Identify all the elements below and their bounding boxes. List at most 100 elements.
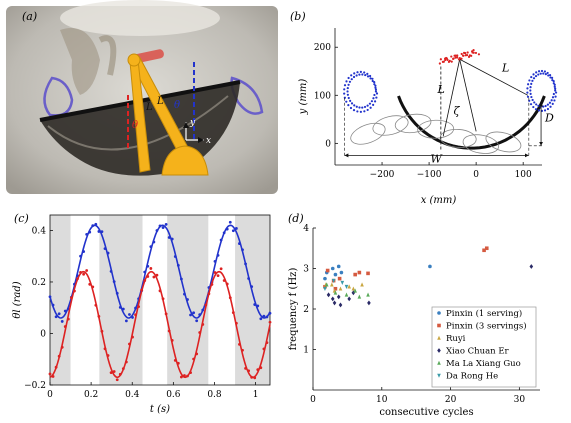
d-legend-label-2: Ruyi	[446, 334, 466, 344]
d-legend-marker-4	[437, 360, 441, 365]
b-red-point	[446, 58, 449, 61]
b-red-point	[460, 57, 463, 60]
b-right-loop-point	[554, 87, 557, 90]
d-point-4	[344, 292, 349, 297]
c-series-point-red	[134, 313, 137, 317]
c-series-point-red	[222, 279, 226, 282]
c-y-tick-label: 0.4	[32, 226, 47, 236]
c-series-point-blue	[155, 229, 159, 232]
c-series-point-blue	[265, 315, 269, 319]
b-left-loop-point	[347, 104, 350, 107]
c-series-point-red	[57, 354, 61, 358]
c-series-point-blue	[100, 230, 104, 234]
b-right-loop-point	[549, 76, 552, 79]
c-series-point-red	[51, 375, 55, 378]
b-right-loop-point	[531, 79, 534, 82]
arm-joint	[127, 53, 141, 67]
d-legend-marker-3	[437, 348, 441, 353]
b-left-loop-point	[352, 109, 356, 112]
c-series-point-red	[76, 277, 79, 281]
c-series-point-red	[69, 296, 73, 300]
c-series-point-red	[238, 342, 241, 346]
c-series-point-red	[201, 323, 205, 326]
c-series-point-red	[170, 339, 174, 342]
b-right-loop-point	[532, 73, 535, 76]
b-left-loop-point	[349, 106, 353, 110]
c-series-point-blue	[97, 230, 101, 233]
b-left-loop-point	[375, 92, 379, 95]
arm-base	[161, 145, 209, 176]
b-right-loop-point	[542, 105, 545, 108]
b-left-loop-point	[374, 86, 377, 89]
b-red-point	[477, 53, 481, 56]
panel-a-photo: (a) θ θ L L y x	[6, 0, 278, 194]
b-red-point	[474, 51, 478, 55]
b-red-point	[456, 54, 459, 57]
c-series-point-blue	[231, 229, 235, 233]
c-series-point-blue	[164, 222, 168, 226]
b-left-loop-point	[352, 75, 356, 79]
c-series-point-red	[225, 282, 229, 286]
b-red-point	[466, 51, 469, 54]
b-left-loop-point	[374, 84, 377, 87]
b-right-loop-point	[537, 109, 541, 112]
c-series-point-blue	[256, 304, 260, 308]
b-arm-line-1	[442, 59, 461, 137]
c-series-point-blue	[143, 270, 147, 274]
b-left-loop-point	[359, 110, 362, 113]
c-series-point-blue	[118, 305, 122, 309]
b-left-loop-point	[350, 102, 354, 105]
panel-label-c: (c)	[14, 212, 29, 225]
b-right-loop-point	[546, 107, 550, 111]
c-series-point-red	[216, 274, 220, 278]
c-x-tick-label: 0	[47, 390, 53, 400]
b-right-loop-point	[543, 109, 547, 112]
d-point-3	[529, 264, 534, 269]
b-left-loop-point	[368, 102, 372, 105]
c-series-point-red	[158, 289, 162, 293]
c-series-point-blue	[131, 316, 134, 319]
d-point-4	[366, 292, 370, 297]
b-right-loop-point	[548, 101, 552, 104]
b-left-loop-point	[361, 73, 364, 76]
b-red-point	[472, 51, 475, 54]
b-left-loop-point	[343, 84, 347, 87]
d-legend-marker-5	[437, 373, 441, 378]
b-left-loop-point	[358, 73, 361, 76]
panel-d-plot: 0 10 20 30 1 2 3 4 consecutive cycles frequency f…	[288, 224, 540, 418]
c-series-point-red	[161, 297, 165, 301]
b-left-loop-point	[369, 77, 372, 80]
b-right-loop-point	[553, 85, 556, 88]
c-series-point-red	[192, 357, 196, 361]
c-series-point-red	[91, 285, 95, 289]
d-y-tick-label: 3	[303, 265, 309, 275]
b-annotation-zeta: ζ	[454, 105, 461, 118]
c-series-point-blue	[109, 269, 113, 273]
c-series-point-blue	[124, 319, 128, 323]
b-left-loop-point	[374, 88, 378, 91]
b-right-loop-point	[543, 70, 547, 73]
b-right-loop-point	[527, 83, 530, 86]
c-series-point-blue	[149, 245, 153, 248]
b-red-point	[450, 60, 453, 63]
d-point-2	[338, 286, 343, 291]
b-red-point	[465, 53, 469, 57]
c-series-point-red	[155, 273, 159, 277]
c-series-point-red	[186, 374, 189, 378]
c-series-point-blue	[268, 311, 272, 315]
b-right-loop-point	[554, 95, 557, 98]
b-right-loop-point	[535, 71, 538, 74]
c-series-point-blue	[213, 259, 217, 263]
b-left-loop-point	[347, 76, 350, 80]
b-wok-profile	[397, 95, 546, 150]
b-right-loop-point	[552, 92, 555, 96]
b-y-tick-label: 200	[314, 43, 331, 53]
c-series-point-blue	[244, 262, 247, 266]
c-series-point-blue	[152, 240, 156, 244]
c-series-point-red	[219, 267, 223, 271]
c-series-point-red	[183, 374, 186, 377]
b-right-loop-point	[532, 77, 536, 80]
c-series-point-red	[210, 283, 214, 286]
panel-d-frequency: (d) 0 10 20 30 1 2 3 4 consecutive cycles frequen…	[288, 212, 540, 418]
b-x-tick-label: 100	[515, 170, 532, 180]
